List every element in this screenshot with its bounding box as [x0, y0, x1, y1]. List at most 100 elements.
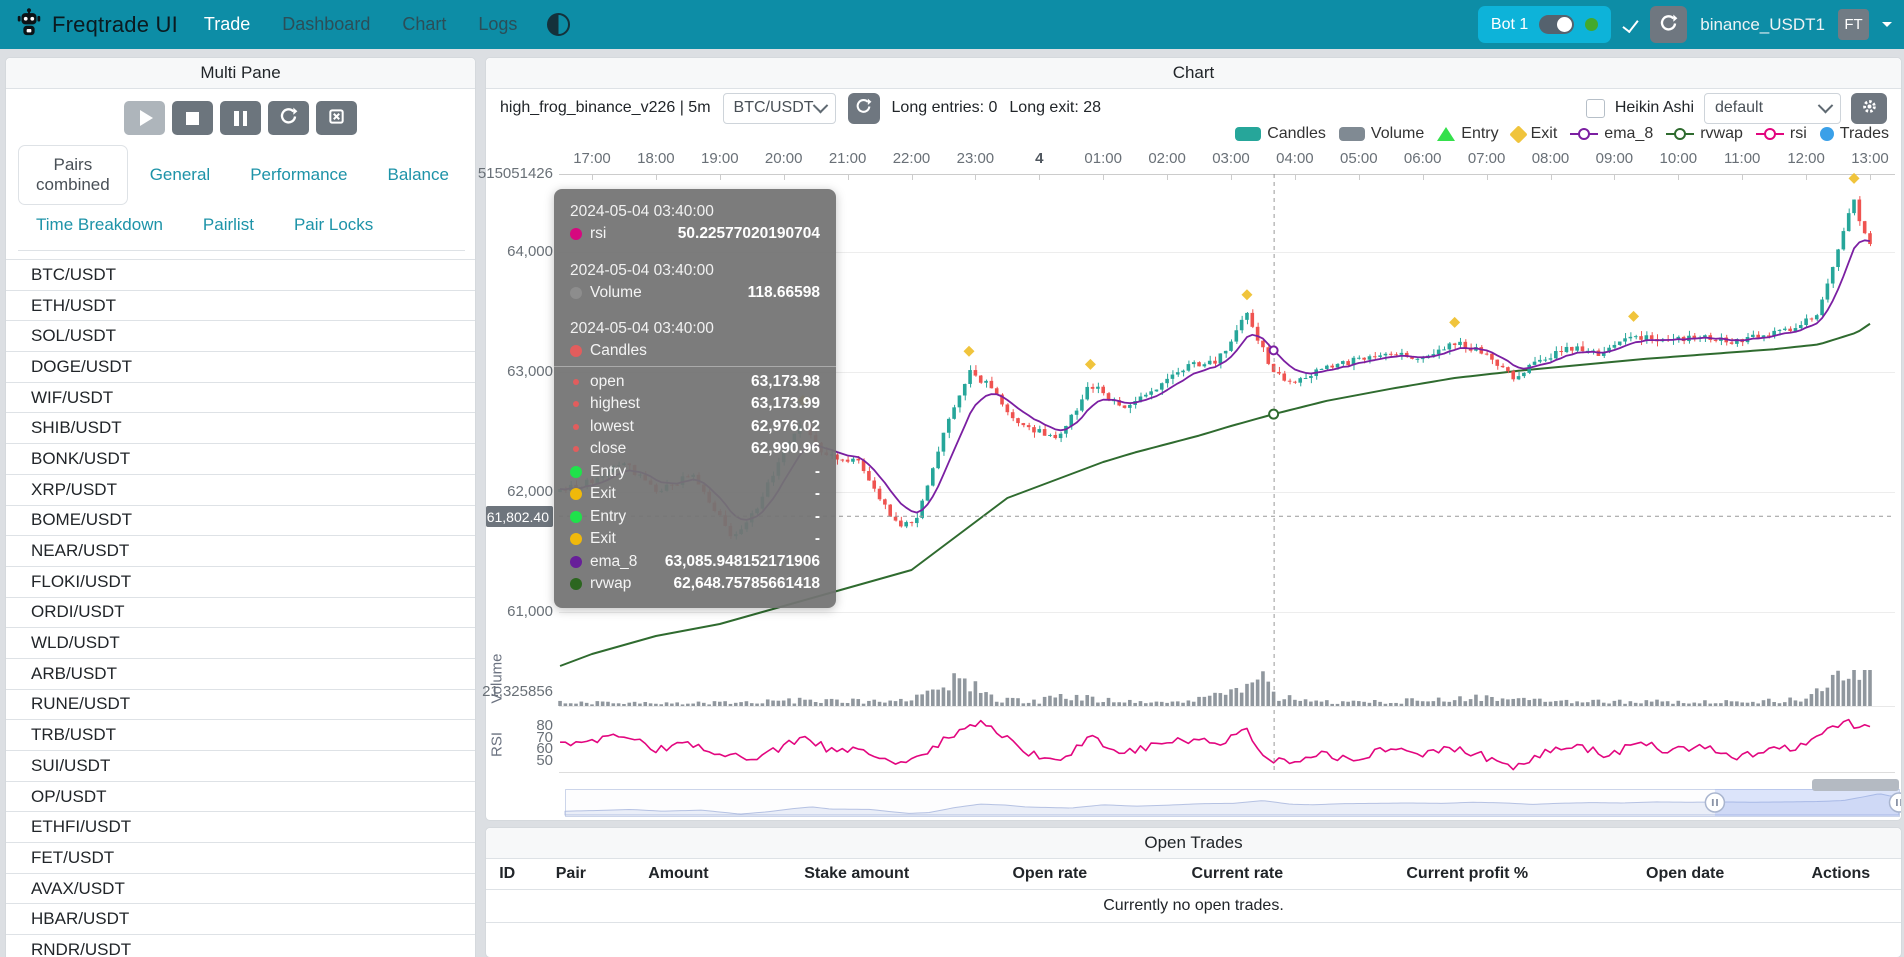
tooltip-label: close — [590, 438, 626, 461]
user-avatar[interactable]: FT — [1838, 9, 1869, 40]
tab-pairs-combined[interactable]: Pairs combined — [18, 145, 128, 205]
tab-time-breakdown[interactable]: Time Breakdown — [18, 205, 181, 245]
pair-list-item[interactable]: SOL/USDT — [6, 321, 475, 352]
chart-refresh-button[interactable] — [848, 93, 880, 124]
legend-label: ema_8 — [1604, 125, 1653, 143]
legend-label: Trades — [1840, 125, 1889, 143]
legend-item-trades[interactable]: Trades — [1820, 125, 1889, 143]
tooltip-row-candles: Candles — [570, 340, 820, 363]
tooltip-row-close: close 62,990.96 — [570, 438, 820, 461]
pair-list-item[interactable]: WLD/USDT — [6, 628, 475, 659]
tab-pairlist[interactable]: Pairlist — [185, 205, 272, 245]
column-header-id[interactable]: ID — [486, 859, 528, 890]
nav-link-dashboard[interactable]: Dashboard — [282, 14, 370, 35]
pair-list-item[interactable]: FET/USDT — [6, 843, 475, 874]
pair-list-item[interactable]: BOME/USDT — [6, 506, 475, 537]
pair-list-item[interactable]: ORDI/USDT — [6, 598, 475, 629]
legend-item-rsi[interactable]: rsi — [1756, 125, 1807, 143]
brand-title: Freqtrade UI — [52, 12, 178, 38]
tab-general[interactable]: General — [132, 155, 228, 195]
x-axis-tick: 19:00 — [688, 150, 752, 167]
pair-list-item[interactable]: ETH/USDT — [6, 291, 475, 322]
tooltip-value: 63,173.98 — [743, 371, 820, 394]
nav-link-logs[interactable]: Logs — [478, 14, 517, 35]
brand[interactable]: Freqtrade UI — [10, 7, 178, 42]
column-header-amount[interactable]: Amount — [613, 859, 743, 890]
tooltip-row-ema-8: ema_863,085.948152171906 — [570, 551, 820, 574]
bot-selector[interactable]: Bot 1 — [1478, 6, 1611, 43]
tab-balance[interactable]: Balance — [370, 155, 467, 195]
pair-list-item[interactable]: ETHFI/USDT — [6, 812, 475, 843]
column-header-current-rate[interactable]: Current rate — [1130, 859, 1345, 890]
pair-list-item[interactable]: NEAR/USDT — [6, 536, 475, 567]
series-dot-icon — [570, 466, 582, 478]
plot-config-select[interactable]: default — [1704, 93, 1841, 124]
tooltip-label: Candles — [590, 340, 647, 363]
pair-list-item[interactable]: TRB/USDT — [6, 720, 475, 751]
tooltip-value: 62,990.96 — [743, 438, 820, 461]
series-dot-icon — [570, 556, 582, 568]
legend-item-rvwap[interactable]: rvwap — [1666, 125, 1743, 143]
column-header-open-date[interactable]: Open date — [1590, 859, 1781, 890]
legend-label: Candles — [1267, 125, 1326, 143]
pair-list-item[interactable]: WIF/USDT — [6, 383, 475, 414]
pair-list-item[interactable]: BTC/USDT — [6, 260, 475, 291]
chart-tooltip: 2024-05-04 03:40:00rsi50.225770201907042… — [554, 189, 836, 608]
line-swatch-icon — [1666, 133, 1694, 136]
pair-list-item[interactable]: DOGE/USDT — [6, 352, 475, 383]
tooltip-row-exit: Exit- — [570, 483, 820, 506]
stop-bot-button[interactable] — [172, 101, 213, 135]
refresh-all-button[interactable] — [1650, 6, 1687, 43]
pair-list-item[interactable]: RUNE/USDT — [6, 690, 475, 721]
pair-list-item[interactable]: OP/USDT — [6, 782, 475, 813]
x-axis-tick: 08:00 — [1519, 150, 1583, 167]
open-trades-header: Open Trades — [486, 828, 1901, 859]
bot-toggle[interactable] — [1539, 15, 1574, 34]
pair-list-item[interactable]: RNDR/USDT — [6, 935, 475, 957]
open-trades-table: IDPairAmountStake amountOpen rateCurrent… — [486, 859, 1901, 923]
column-header-pair[interactable]: Pair — [528, 859, 613, 890]
legend-item-ema-8[interactable]: ema_8 — [1570, 125, 1653, 143]
legend-label: rvwap — [1700, 125, 1743, 143]
nav-link-trade[interactable]: Trade — [204, 14, 250, 35]
tooltip-value: - — [807, 483, 820, 506]
tooltip-value: - — [807, 461, 820, 484]
pair-list-item[interactable]: BONK/USDT — [6, 444, 475, 475]
column-header-stake-amount[interactable]: Stake amount — [744, 859, 970, 890]
open-trades-columns-row: IDPairAmountStake amountOpen rateCurrent… — [486, 859, 1901, 890]
tab-pair-locks[interactable]: Pair Locks — [276, 205, 391, 245]
pair-select[interactable]: BTC/USDT — [723, 93, 836, 124]
pair-list-item[interactable]: AVAX/USDT — [6, 874, 475, 905]
user-menu-caret-icon[interactable] — [1882, 22, 1892, 32]
legend-item-volume[interactable]: Volume — [1339, 125, 1424, 143]
column-header-open-rate[interactable]: Open rate — [970, 859, 1130, 890]
column-header-current-profit-[interactable]: Current profit % — [1345, 859, 1590, 890]
heikin-ashi-checkbox[interactable] — [1586, 99, 1605, 118]
x-axis-tick: 04:00 — [1263, 150, 1327, 167]
cancel-bot-button[interactable] — [316, 101, 357, 135]
pair-list-item[interactable]: XRP/USDT — [6, 475, 475, 506]
legend-item-exit[interactable]: Exit — [1512, 125, 1558, 143]
plot-settings-button[interactable] — [1851, 93, 1887, 124]
pair-list-item[interactable]: FLOKI/USDT — [6, 567, 475, 598]
pair-list-item[interactable]: HBAR/USDT — [6, 904, 475, 935]
pair-list-item[interactable]: ARB/USDT — [6, 659, 475, 690]
series-dot-icon — [573, 379, 579, 385]
play-bot-button[interactable] — [124, 101, 165, 135]
pair-list-item[interactable]: SHIB/USDT — [6, 413, 475, 444]
tooltip-label: ema_8 — [590, 551, 637, 574]
chart-toolbar: high_frog_binance_v226 | 5m BTC/USDT Lon… — [486, 92, 1901, 124]
chart-region: Candles Volume Entry Exit ema_8 rvwap rsi Trade… — [486, 121, 1901, 820]
tab-performance[interactable]: Performance — [232, 155, 365, 195]
volume-axis-name: Volume — [489, 644, 506, 714]
pair-list-item[interactable]: SUI/USDT — [6, 751, 475, 782]
nav-link-chart[interactable]: Chart — [402, 14, 446, 35]
theme-toggle-icon[interactable] — [547, 13, 570, 36]
legend-label: Entry — [1461, 125, 1498, 143]
pause-bot-button[interactable] — [220, 101, 261, 135]
tooltip-value: 62,648.75785661418 — [665, 573, 820, 596]
legend-item-entry[interactable]: Entry — [1437, 125, 1498, 143]
reload-bot-button[interactable] — [268, 101, 309, 135]
legend-item-candles[interactable]: Candles — [1235, 125, 1326, 143]
column-header-actions[interactable]: Actions — [1781, 859, 1901, 890]
